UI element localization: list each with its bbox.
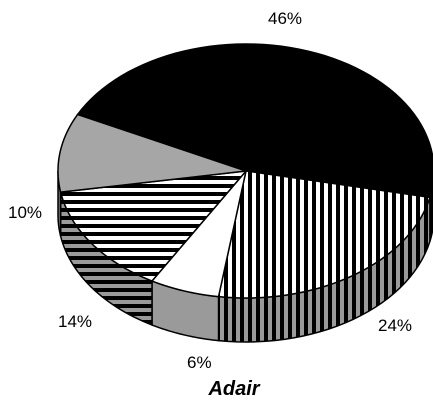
slice-label-14: 14% [58, 312, 92, 331]
slice-6 [150, 170, 247, 298]
slice-label-24: 24% [378, 316, 412, 335]
chart-title: Adair [207, 378, 260, 400]
slice-label-6: 6% [187, 353, 212, 372]
slice-label-46: 46% [268, 9, 302, 28]
slice-14 [59, 170, 248, 282]
slice-24 [217, 170, 431, 299]
slice-10 [57, 113, 247, 194]
slice-label-10: 10% [8, 203, 42, 222]
slice-46 [76, 43, 433, 199]
